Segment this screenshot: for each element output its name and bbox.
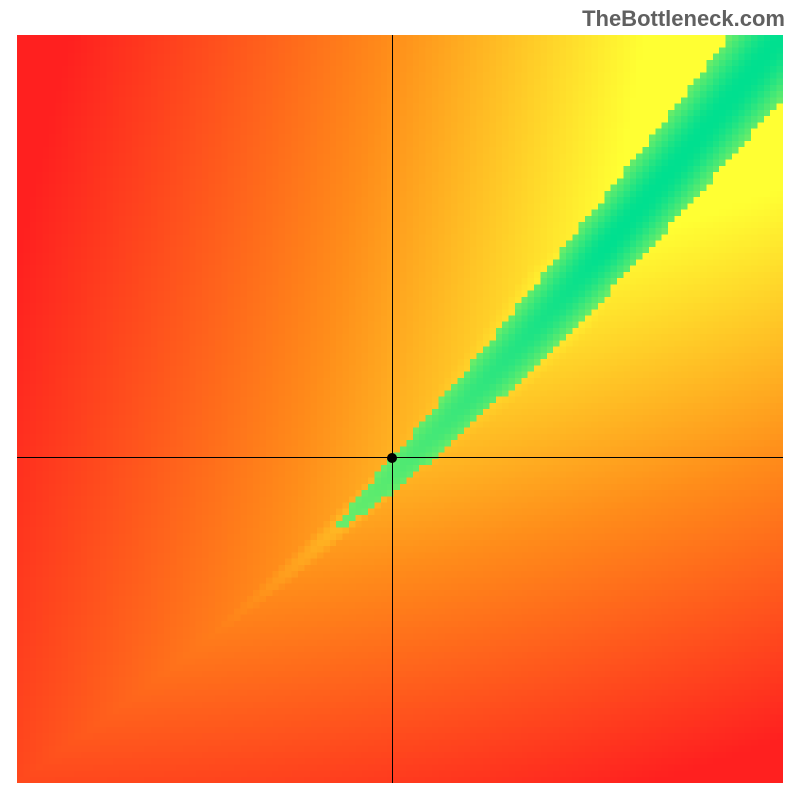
watermark-text: TheBottleneck.com [582, 6, 785, 32]
bottleneck-heatmap [17, 35, 783, 783]
crosshair-vertical [392, 35, 393, 783]
chart-container: TheBottleneck.com [0, 0, 800, 800]
data-point-marker [387, 453, 397, 463]
crosshair-horizontal [17, 457, 783, 458]
